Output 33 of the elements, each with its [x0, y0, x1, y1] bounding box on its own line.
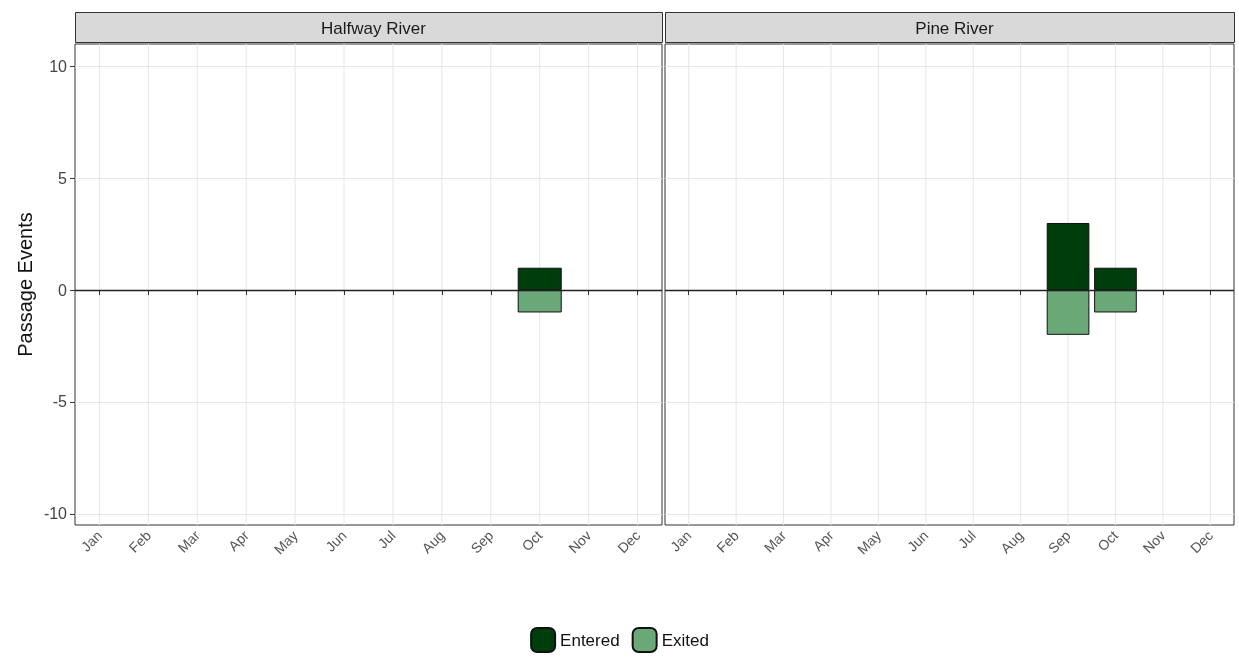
legend-label: Entered [560, 630, 620, 650]
x-tick-label: Jun [322, 527, 350, 555]
x-tick-label: Feb [713, 527, 742, 556]
x-tick-label: Dec [1187, 527, 1216, 557]
x-tick-label: Nov [565, 527, 595, 557]
x-tick-label: Dec [614, 527, 644, 557]
x-tick-label: Jan [77, 527, 106, 555]
y-tick-label: 5 [58, 169, 68, 187]
x-tick-label: Apr [225, 527, 253, 555]
y-tick-label: -10 [43, 505, 68, 523]
x-tick-label: Feb [125, 527, 155, 556]
y-tick-label: -5 [52, 393, 68, 411]
x-tick-label: Jul [954, 527, 979, 552]
x-tick-label: Aug [418, 527, 448, 557]
x-tick-label: Apr [809, 527, 837, 555]
x-tick-label: Aug [997, 527, 1027, 557]
x-tick-label: Mar [760, 527, 790, 556]
x-tick-label: Nov [1139, 527, 1169, 557]
chart-title: Halfway River [321, 19, 427, 38]
x-tick-label: Oct [518, 527, 546, 555]
x-tick-label: Sep [1044, 527, 1074, 557]
y-tick-label: 10 [49, 57, 68, 75]
x-tick-label: Jan [667, 527, 695, 555]
legend-label: Exited [661, 630, 709, 650]
x-tick-label: May [854, 527, 885, 558]
y-tick-label: 0 [58, 281, 68, 299]
x-tick-label: Mar [174, 527, 204, 556]
y-axis-title: Passage Events [14, 212, 36, 357]
chart-title: Pine River [915, 19, 995, 38]
x-tick-label: Oct [1094, 527, 1122, 555]
x-tick-label: Jun [904, 527, 932, 555]
x-tick-label: Sep [467, 527, 497, 557]
x-tick-label: Jul [374, 527, 399, 552]
